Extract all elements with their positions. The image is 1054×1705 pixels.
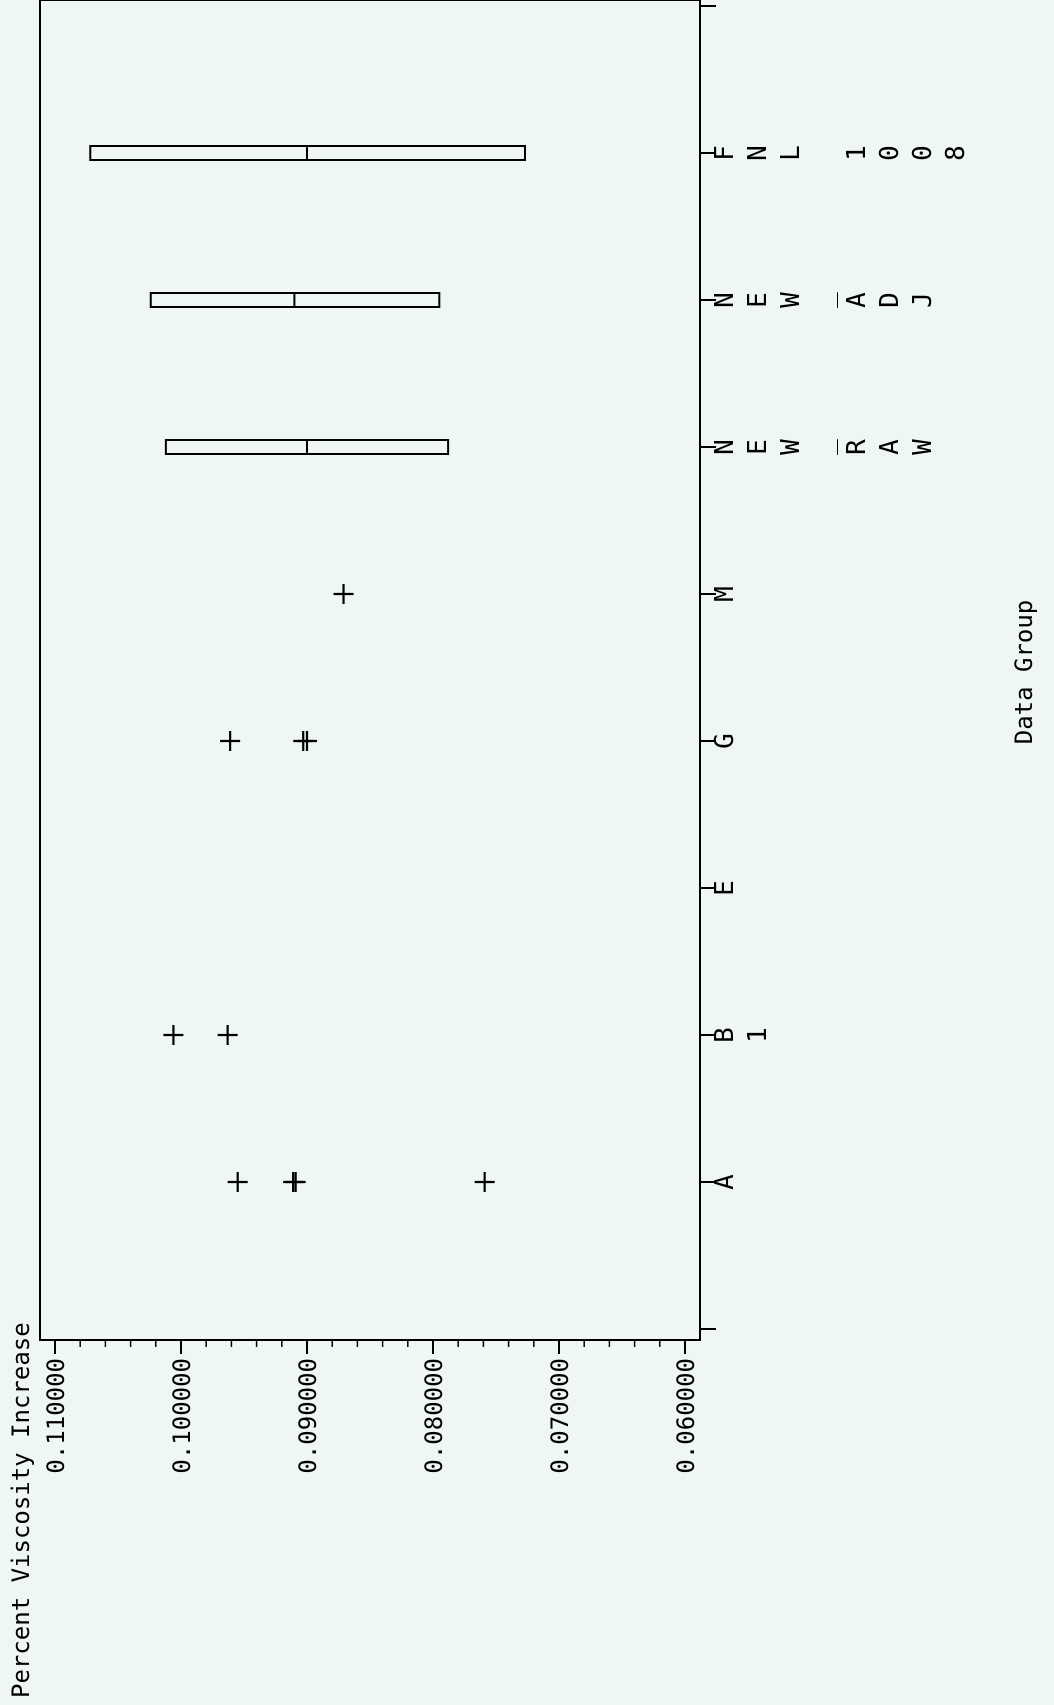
value-tick-label: 0.060000 bbox=[672, 1358, 700, 1474]
plot-frame bbox=[39, 0, 701, 1341]
data-point bbox=[217, 1025, 238, 1045]
category-label: N E W _ A D J bbox=[710, 292, 938, 308]
value-tick-label: 0.070000 bbox=[546, 1358, 574, 1474]
data-point bbox=[474, 1172, 495, 1192]
data-point bbox=[333, 584, 354, 604]
value-tick-label: 0.110000 bbox=[42, 1358, 70, 1474]
category-label: M bbox=[710, 586, 740, 602]
data-point bbox=[227, 1172, 248, 1192]
value-axis: 0.110000 0.100000 0.090000 0.080000 0.070000… bbox=[42, 1340, 700, 1474]
category-label: G bbox=[710, 733, 740, 749]
data-point bbox=[163, 1025, 184, 1045]
value-tick-label: 0.090000 bbox=[294, 1358, 322, 1474]
data-point bbox=[297, 731, 317, 751]
category-label: N E W _ R A W bbox=[710, 439, 938, 455]
category-axis: A B 1 E G M N E W _ R A W N E W _ A D J F N L 1 0 0 8 bbox=[700, 5, 971, 1330]
value-axis-label: Percent Viscosity Increase bbox=[7, 1322, 35, 1698]
value-tick-label: 0.080000 bbox=[420, 1358, 448, 1474]
category-label: A bbox=[710, 1174, 740, 1190]
chart-marks bbox=[89, 145, 526, 1192]
category-axis-label: Data Group bbox=[1010, 600, 1038, 745]
category-label: E bbox=[710, 880, 740, 896]
data-point bbox=[220, 731, 241, 751]
value-tick-label: 0.100000 bbox=[168, 1358, 196, 1474]
data-point bbox=[285, 1172, 306, 1192]
